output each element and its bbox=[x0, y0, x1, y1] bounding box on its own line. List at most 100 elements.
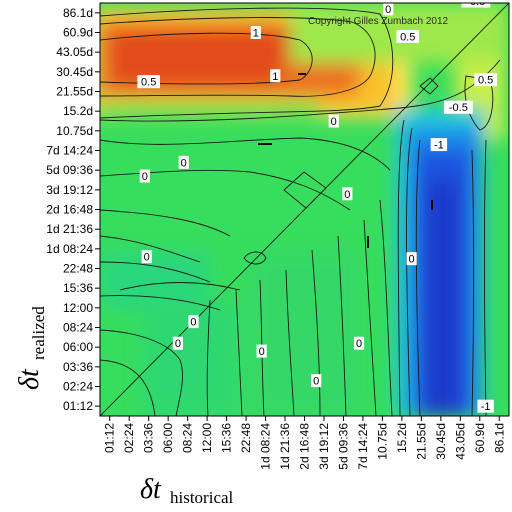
contour-label-background bbox=[430, 138, 448, 152]
contour-label-background bbox=[137, 75, 160, 89]
contour-label: 0 bbox=[353, 336, 365, 350]
contour-label: 0.5 bbox=[396, 29, 420, 43]
x-axis-symbol: δt bbox=[140, 474, 162, 505]
contour-label-background bbox=[461, 3, 491, 8]
contour-label-text: 0 bbox=[356, 338, 362, 350]
contour-label: 0.5 bbox=[137, 75, 160, 89]
x-tick-label: 1d 08:24 bbox=[259, 423, 273, 470]
contour-label-text: 0 bbox=[344, 189, 350, 201]
y-axis-title: δt realized bbox=[14, 306, 48, 390]
contour-label-background bbox=[477, 399, 494, 413]
contour-label-background bbox=[383, 3, 394, 16]
x-tick-label: 12:00 bbox=[200, 423, 214, 453]
diagonal-line bbox=[100, 3, 509, 416]
x-tick-label: 1d 21:36 bbox=[278, 423, 292, 470]
x-tick-label: 43.05d bbox=[453, 423, 467, 460]
contour-label-text: 0 bbox=[259, 346, 265, 358]
contour-label-text: -1 bbox=[434, 140, 444, 152]
contour-label-text: 0 bbox=[409, 254, 415, 266]
y-tick-label: 21.55d bbox=[56, 85, 93, 99]
x-tick-label: 21.55d bbox=[414, 423, 428, 460]
y-tick-label: 5d 09:36 bbox=[46, 163, 93, 177]
contour-label: 0 bbox=[141, 250, 152, 264]
contour-label-text: 0 bbox=[181, 157, 187, 169]
copyright-text: Copyright Gilles Zumbach 2012 bbox=[308, 16, 449, 27]
x-tick-label: 10.75d bbox=[375, 423, 389, 460]
contour-label: 0 bbox=[172, 336, 184, 350]
contour-label-text: 0.5 bbox=[400, 31, 415, 43]
x-axis-title: δt historical bbox=[140, 474, 234, 507]
contour-label-text: 0 bbox=[385, 4, 391, 16]
x-tick-label: 15:36 bbox=[220, 423, 234, 453]
contour-label-background bbox=[250, 26, 261, 39]
contour-label: 0 bbox=[383, 3, 394, 16]
contour-label-background bbox=[141, 250, 152, 264]
contour-label-text: 0 bbox=[331, 116, 337, 128]
y-tick-label: 15:36 bbox=[63, 281, 93, 295]
x-tick-label: 15.2d bbox=[395, 423, 409, 453]
x-tick-label: 86.1d bbox=[492, 423, 506, 453]
contour-label: 0 bbox=[328, 114, 339, 128]
y-axis-ticks: 01:12 02:24 03:36 06:00 08:24 12:00 15:36 22:48… bbox=[46, 6, 100, 413]
y-tick-label: 43.05d bbox=[56, 45, 93, 59]
contour-label-background bbox=[396, 29, 420, 43]
y-tick-label: 01:12 bbox=[63, 399, 93, 413]
contour-label-background bbox=[474, 73, 497, 87]
x-tick-label: 60.9d bbox=[473, 423, 487, 453]
contour-label-text: 0 bbox=[175, 338, 181, 350]
x-axis-ticks: 01:12 02:24 03:36 06:00 08:24 12:00 15:36 22:48… bbox=[103, 416, 506, 470]
x-tick-label: 03:36 bbox=[142, 423, 156, 453]
x-tick-label: 5d 09:36 bbox=[336, 423, 350, 470]
x-tick-label: 01:12 bbox=[103, 423, 117, 453]
y-tick-label: 86.1d bbox=[63, 6, 93, 20]
y-tick-label: 06:00 bbox=[63, 340, 93, 354]
contour-label-background bbox=[270, 69, 281, 83]
contour-label: 1 bbox=[250, 26, 261, 40]
y-tick-label: 1d 21:36 bbox=[46, 222, 93, 236]
contour-label-background bbox=[188, 315, 199, 329]
contour-label: 1 bbox=[270, 69, 281, 83]
y-tick-label: 60.9d bbox=[63, 26, 93, 40]
contour-label: -1 bbox=[477, 399, 494, 413]
contour-label: 0 bbox=[342, 187, 353, 201]
contour-label: 0 bbox=[406, 252, 417, 266]
contour-label: 0 bbox=[139, 169, 150, 183]
y-tick-label: 3d 19:12 bbox=[46, 183, 93, 197]
contour-label-background bbox=[311, 374, 322, 388]
contour-label: -0.5 bbox=[443, 100, 473, 114]
y-tick-label: 30.45d bbox=[56, 65, 93, 79]
contour-label-text: 1 bbox=[272, 71, 278, 83]
contour-label-text: 0 bbox=[144, 252, 150, 264]
x-tick-label: 02:24 bbox=[122, 423, 136, 453]
x-tick-label: 3d 19:12 bbox=[317, 423, 331, 470]
contour-label-background bbox=[342, 187, 353, 201]
contour-lines bbox=[100, 7, 501, 416]
contour-label-text: 1 bbox=[253, 28, 259, 40]
x-tick-label: 7d 14:24 bbox=[356, 423, 370, 470]
contour-label: -0.5 bbox=[461, 3, 491, 8]
contour-label-text: 0 bbox=[313, 376, 319, 388]
x-tick-label: 08:24 bbox=[181, 423, 195, 453]
y-tick-label: 1d 08:24 bbox=[46, 242, 93, 256]
y-tick-label: 7d 14:24 bbox=[46, 144, 93, 158]
contour-label-text: 0.5 bbox=[478, 75, 493, 87]
contour-label-background bbox=[256, 344, 267, 358]
contour-label-background bbox=[178, 155, 189, 169]
x-axis-subscript: historical bbox=[170, 488, 234, 507]
contour-label-text: 0.5 bbox=[141, 77, 156, 89]
contour-label-background bbox=[443, 100, 473, 114]
contour-label: 0 bbox=[256, 344, 267, 358]
y-tick-label: 03:36 bbox=[63, 360, 93, 374]
x-tick-label: 30.45d bbox=[434, 423, 448, 460]
contour-label-background bbox=[139, 169, 150, 183]
contour-label-background bbox=[353, 336, 365, 350]
contour-label: 0 bbox=[311, 374, 322, 388]
contour-label-text: 0 bbox=[142, 171, 148, 183]
x-tick-label: 22:48 bbox=[239, 423, 253, 453]
contour-label-background bbox=[172, 336, 184, 350]
y-tick-label: 2d 16:48 bbox=[46, 203, 93, 217]
contour-label-text: -0.5 bbox=[449, 102, 468, 114]
